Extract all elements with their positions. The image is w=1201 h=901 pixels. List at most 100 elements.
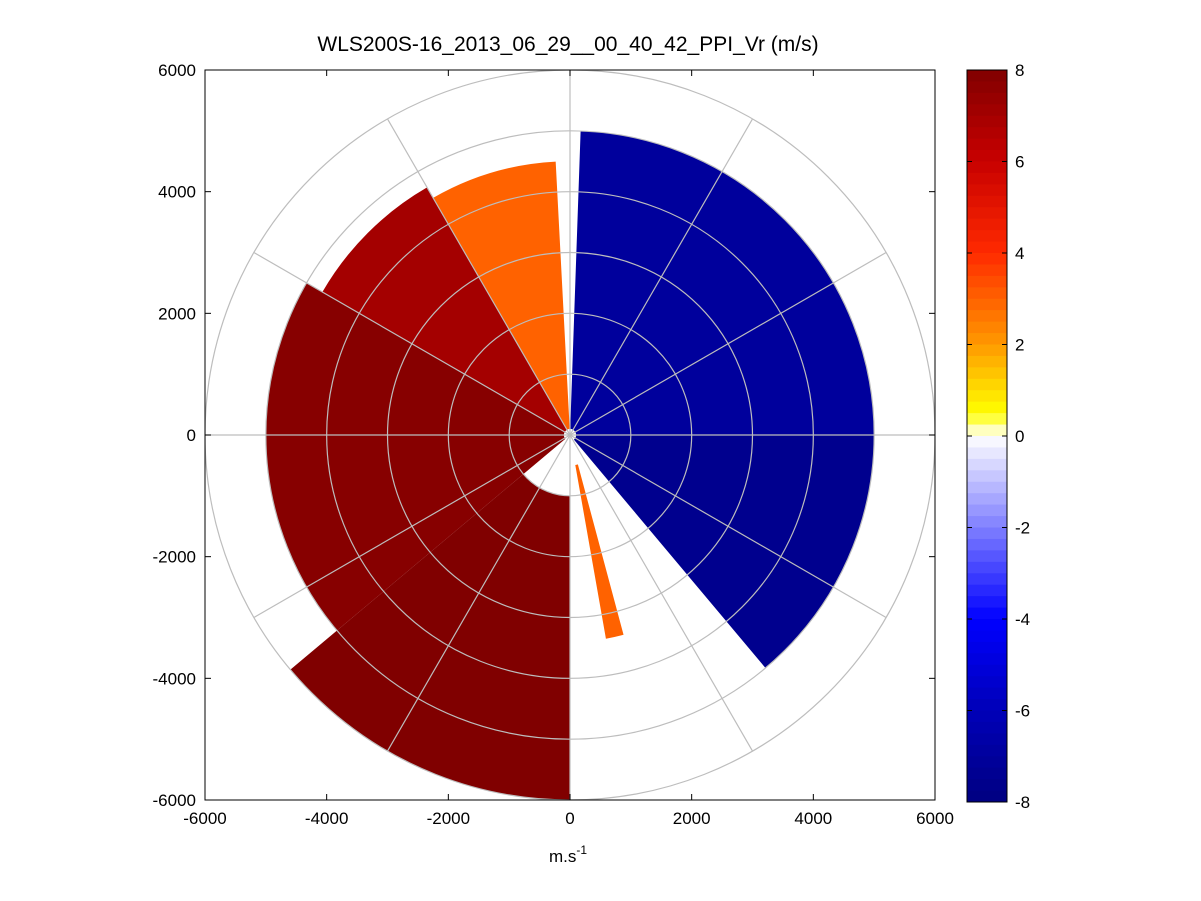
- colorbar-band: [967, 573, 1007, 586]
- colorbar-band: [967, 195, 1007, 208]
- colorbar-band: [967, 481, 1007, 494]
- polar-grid: [205, 70, 935, 800]
- colorbar-ticks: 8 6 4 2 0 -2 -4 -6 -8: [967, 61, 1030, 812]
- sector-6: [575, 464, 624, 639]
- colorbar-tick-label: -8: [1015, 793, 1030, 812]
- colorbar-band: [967, 355, 1007, 368]
- colorbar-band: [967, 70, 1007, 82]
- x-tick-label: -4000: [305, 809, 348, 828]
- colorbar-band: [967, 619, 1007, 631]
- colorbar-band: [967, 458, 1007, 471]
- azimuth-spoke: [569, 434, 754, 752]
- colorbar-band: [967, 447, 1007, 460]
- colorbar-band: [967, 218, 1007, 231]
- colorbar-band: [967, 596, 1007, 609]
- colorbar-band: [967, 721, 1007, 734]
- y-axis: 6000 4000 2000 0 -2000 -4000 -6000: [153, 61, 935, 810]
- colorbar-band: [967, 138, 1007, 151]
- colorbar-band: [967, 378, 1007, 391]
- colorbar-band: [967, 367, 1007, 380]
- azimuth-spoke: [569, 434, 887, 619]
- colorbar-band: [967, 733, 1007, 746]
- y-tick-label: 4000: [158, 183, 196, 202]
- colorbar-band: [967, 641, 1007, 654]
- colorbar-band: [967, 275, 1007, 288]
- colorbar-band: [967, 699, 1007, 711]
- colorbar-band: [967, 584, 1007, 597]
- x-axis: -6000 -4000 -2000 0 2000 4000 6000: [183, 70, 954, 828]
- colorbar-band: [967, 298, 1007, 311]
- colorbar-band: [967, 504, 1007, 517]
- x-axis-label-superscript: -1: [576, 843, 587, 857]
- colorbar-band: [967, 779, 1007, 792]
- colorbar-band: [967, 516, 1007, 528]
- colorbar-band: [967, 561, 1007, 574]
- colorbar-band: [967, 538, 1007, 551]
- colorbar-band: [967, 687, 1007, 700]
- colorbar-tick-label: -4: [1015, 610, 1030, 629]
- colorbar-band: [967, 710, 1007, 723]
- chart-title: WLS200S-16_2013_06_29__00_40_42_PPI_Vr (…: [317, 33, 818, 56]
- colorbar-band: [967, 744, 1007, 757]
- colorbar-band: [967, 321, 1007, 334]
- plot-area: -6000 -4000 -2000 0 2000 4000 6000 6000 4000 200…: [153, 61, 954, 828]
- azimuth-spoke: [253, 251, 571, 436]
- colorbar-tick-label: 8: [1015, 61, 1024, 80]
- colorbar-band: [967, 207, 1007, 220]
- colorbar-band: [967, 550, 1007, 563]
- colorbar-band: [967, 390, 1007, 403]
- colorbar-band: [967, 790, 1007, 803]
- colorbar-gradient: [967, 70, 1007, 803]
- colorbar-band: [967, 127, 1007, 140]
- velocity-sectors: [265, 131, 875, 800]
- colorbar-band: [967, 653, 1007, 666]
- y-tick-label: -4000: [153, 669, 196, 688]
- colorbar-band: [967, 676, 1007, 689]
- colorbar-band: [967, 241, 1007, 254]
- colorbar-band: [967, 161, 1007, 174]
- azimuth-spoke: [253, 434, 571, 619]
- colorbar-band: [967, 493, 1007, 506]
- colorbar-band: [967, 664, 1007, 677]
- azimuth-spoke: [386, 434, 571, 752]
- colorbar-band: [967, 230, 1007, 243]
- y-tick-label: -2000: [153, 548, 196, 567]
- x-tick-label: 2000: [673, 809, 711, 828]
- colorbar-band: [967, 81, 1007, 94]
- colorbar-band: [967, 630, 1007, 643]
- colorbar-band: [967, 470, 1007, 483]
- colorbar-band: [967, 401, 1007, 414]
- colorbar-band: [967, 253, 1007, 265]
- x-tick-label: -2000: [427, 809, 470, 828]
- colorbar-band: [967, 310, 1007, 323]
- x-tick-label: -6000: [183, 809, 226, 828]
- colorbar-tick-label: -2: [1015, 519, 1030, 538]
- colorbar-band: [967, 333, 1007, 345]
- colorbar-band: [967, 413, 1007, 426]
- colorbar-band: [967, 150, 1007, 162]
- colorbar-band: [967, 527, 1007, 540]
- x-tick-label: 0: [565, 809, 574, 828]
- colorbar-tick-label: 2: [1015, 336, 1024, 355]
- colorbar-tick-label: -6: [1015, 702, 1030, 721]
- y-tick-label: 0: [187, 426, 196, 445]
- colorbar-tick-label: 6: [1015, 153, 1024, 172]
- sector-0: [265, 282, 566, 631]
- sector-1: [322, 187, 567, 432]
- azimuth-spoke: [569, 118, 754, 436]
- x-tick-label: 6000: [916, 809, 954, 828]
- colorbar: 8 6 4 2 0 -2 -4 -6 -8: [966, 61, 1030, 812]
- y-tick-label: -6000: [153, 791, 196, 810]
- colorbar-band: [967, 607, 1007, 620]
- azimuth-spoke: [386, 118, 571, 436]
- colorbar-tick-label: 0: [1015, 427, 1024, 446]
- sector-3: [570, 131, 875, 436]
- y-tick-label: 6000: [158, 61, 196, 80]
- colorbar-band: [967, 264, 1007, 277]
- sector-2: [433, 161, 570, 430]
- colorbar-band: [967, 172, 1007, 185]
- x-tick-label: 4000: [794, 809, 832, 828]
- colorbar-band: [967, 184, 1007, 197]
- colorbar-band: [967, 436, 1007, 448]
